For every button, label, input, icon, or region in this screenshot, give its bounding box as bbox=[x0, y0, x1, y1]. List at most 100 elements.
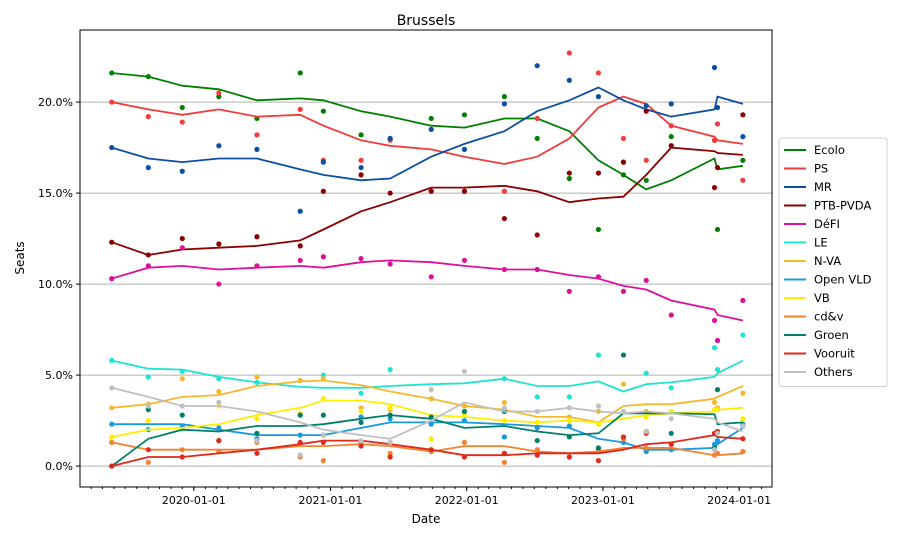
poll-point-n-va bbox=[740, 390, 746, 396]
legend-label-others: Others bbox=[814, 365, 853, 379]
legend-label-d-fi: DéFI bbox=[814, 217, 840, 231]
poll-point-d-fi bbox=[643, 277, 649, 284]
poll-point-ps bbox=[534, 115, 540, 122]
poll-point-ecolo bbox=[643, 177, 649, 183]
trend-line-groen bbox=[111, 412, 743, 467]
poll-point-n-va bbox=[358, 405, 364, 411]
poll-point-d-fi bbox=[461, 257, 468, 264]
poll-point-mr bbox=[643, 103, 649, 109]
trend-line-vooruit bbox=[111, 434, 743, 467]
poll-point-mr bbox=[668, 101, 674, 107]
poll-point-d-fi bbox=[216, 281, 222, 287]
poll-point-vb bbox=[387, 405, 393, 411]
poll-point-vooruit bbox=[145, 447, 151, 453]
poll-point-ecolo bbox=[297, 70, 303, 76]
y-tick-label: 5.0% bbox=[45, 369, 73, 382]
poll-point-d-fi bbox=[740, 297, 746, 304]
poll-point-le bbox=[358, 390, 364, 396]
poll-point-mr bbox=[740, 134, 746, 140]
poll-point-n-va bbox=[254, 374, 260, 380]
poll-point-ps bbox=[179, 119, 185, 125]
poll-point-le bbox=[740, 332, 746, 338]
poll-point-ptb-pvda bbox=[501, 215, 507, 222]
poll-point-ps bbox=[740, 177, 746, 183]
poll-point-le bbox=[668, 385, 674, 391]
poll-point-mr bbox=[714, 104, 721, 111]
chart-title: Brussels bbox=[397, 13, 456, 29]
poll-point-d-fi bbox=[358, 255, 364, 262]
poll-point-groen bbox=[595, 445, 602, 451]
legend-label-cd-v: cd&v bbox=[814, 310, 844, 324]
poll-point-others bbox=[297, 452, 303, 458]
poll-point-ps bbox=[566, 50, 572, 56]
poll-point-ptb-pvda bbox=[711, 185, 718, 191]
poll-point-mr bbox=[320, 159, 326, 165]
y-tick-label: 0.0% bbox=[45, 460, 73, 473]
poll-point-ps bbox=[297, 106, 303, 112]
y-axis-label: Seats bbox=[13, 241, 27, 274]
poll-point-others bbox=[428, 387, 434, 393]
x-tick-label: 2022-01-01 bbox=[435, 494, 499, 507]
poll-point-cd-v bbox=[501, 459, 507, 466]
poll-point-d-fi bbox=[387, 261, 393, 267]
poll-point-ptb-pvda bbox=[179, 235, 185, 242]
poll-point-le bbox=[320, 372, 326, 378]
poll-point-ptb-pvda bbox=[428, 188, 434, 194]
trend-line-ecolo bbox=[111, 72, 744, 191]
y-tick-label: 15.0% bbox=[38, 187, 73, 200]
poll-point-ptb-pvda bbox=[461, 188, 468, 194]
poll-point-open-vld bbox=[387, 416, 393, 422]
poll-point-ptb-pvda bbox=[534, 232, 540, 238]
poll-point-n-va bbox=[711, 399, 718, 405]
poll-point-ptb-pvda bbox=[387, 190, 393, 196]
poll-point-le bbox=[643, 370, 649, 376]
poll-point-groen bbox=[358, 419, 364, 425]
x-axis-label: Date bbox=[412, 512, 441, 526]
grid bbox=[80, 101, 772, 467]
poll-point-ptb-pvda bbox=[643, 108, 649, 114]
poll-point-ptb-pvda bbox=[566, 170, 572, 176]
poll-point-open-vld bbox=[714, 437, 721, 444]
poll-point-cd-v bbox=[387, 450, 393, 456]
poll-point-others bbox=[740, 423, 746, 429]
poll-point-mr bbox=[358, 164, 364, 171]
poll-point-n-va bbox=[620, 381, 627, 387]
poll-point-ecolo bbox=[534, 135, 540, 142]
legend-label-open-vld: Open VLD bbox=[814, 273, 872, 287]
poll-point-d-fi bbox=[620, 288, 627, 294]
trend-line-ps bbox=[111, 95, 744, 165]
poll-point-others bbox=[711, 447, 718, 453]
legend-label-vb: VB bbox=[814, 291, 830, 305]
poll-point-le bbox=[145, 374, 151, 380]
series-ps bbox=[109, 50, 746, 194]
poll-point-others bbox=[643, 428, 649, 435]
poll-point-others bbox=[387, 439, 393, 446]
poll-point-groen bbox=[534, 437, 540, 444]
axes: 0.0% 5.0% 10.0% 15.0% 20.0% 2020-01-01 2021-01… bbox=[38, 96, 771, 507]
poll-point-others bbox=[595, 403, 602, 409]
poll-point-ptb-pvda bbox=[216, 241, 222, 247]
poll-point-ecolo bbox=[216, 94, 222, 100]
poll-point-groen bbox=[297, 412, 303, 418]
poll-point-ecolo bbox=[179, 104, 185, 111]
poll-point-mr bbox=[461, 146, 468, 152]
poll-point-ptb-pvda bbox=[620, 159, 627, 165]
poll-point-mr bbox=[711, 64, 718, 71]
poll-point-vooruit bbox=[566, 454, 572, 460]
poll-point-le bbox=[534, 394, 540, 400]
poll-point-cd-v bbox=[145, 459, 151, 466]
poll-point-ptb-pvda bbox=[358, 172, 364, 178]
poll-point-mr bbox=[566, 77, 572, 83]
poll-point-d-fi bbox=[428, 274, 434, 280]
trend-line-mr bbox=[111, 86, 744, 182]
poll-point-vooruit bbox=[387, 454, 393, 460]
poll-point-ecolo bbox=[668, 134, 674, 140]
poll-point-others bbox=[461, 368, 468, 375]
poll-point-ps bbox=[714, 121, 721, 127]
poll-point-le bbox=[595, 352, 602, 358]
poll-point-mr bbox=[179, 168, 185, 174]
poll-point-groen bbox=[461, 408, 468, 415]
poll-point-ecolo bbox=[501, 94, 507, 100]
poll-point-others bbox=[501, 405, 507, 411]
legend-label-ptb-pvda: PTB-PVDA bbox=[814, 199, 871, 213]
